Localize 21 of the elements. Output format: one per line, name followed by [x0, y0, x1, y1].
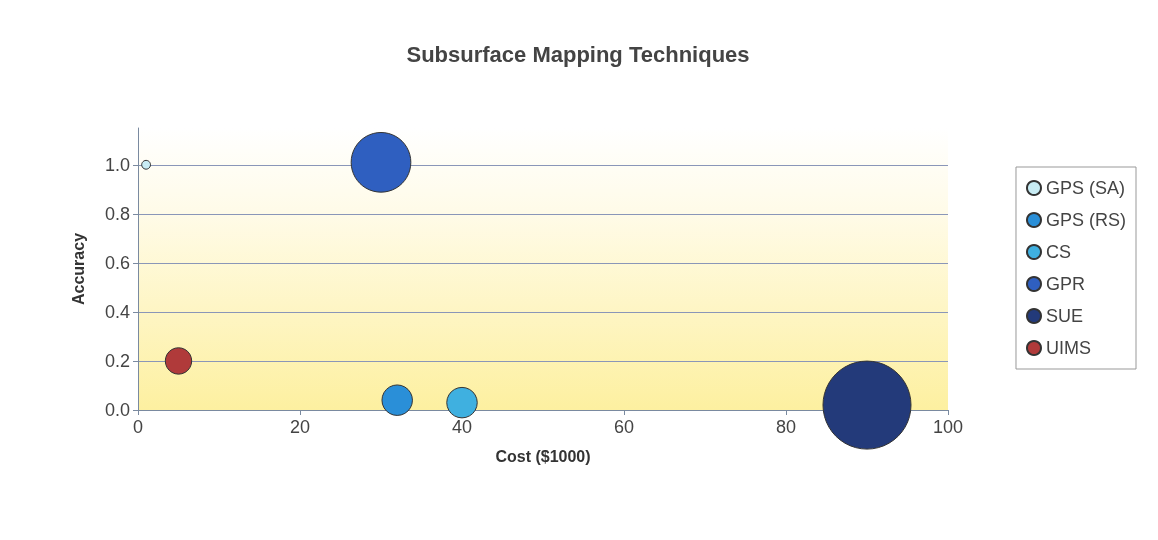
x-tick-label: 60	[613, 417, 635, 437]
x-tick-label: 20	[289, 417, 311, 437]
x-tick-label: 80	[775, 417, 797, 437]
y-axis-title: Accuracy	[69, 232, 87, 306]
legend-label: UIMS	[1045, 338, 1091, 358]
legend-label: GPS (SA)	[1045, 178, 1126, 198]
x-axis-title: Cost ($1000)	[495, 447, 591, 465]
x-tick-label: 0	[132, 417, 144, 437]
y-tick-label: 0.4	[104, 301, 130, 322]
y-tick-label: 0.6	[104, 252, 130, 273]
y-tick-label: 0.2	[104, 350, 130, 371]
chart-title: Subsurface Mapping Techniques	[406, 41, 750, 67]
y-tick-label: 0.8	[104, 203, 130, 224]
x-tick-label: 100	[932, 417, 964, 437]
legend-label: CS	[1045, 242, 1072, 262]
legend-label: GPR	[1045, 274, 1086, 294]
y-tick-label: 0.0	[104, 400, 130, 420]
x-tick-label: 40	[451, 417, 473, 437]
legend-label: SUE	[1045, 306, 1084, 326]
legend-label: GPS (RS)	[1045, 210, 1127, 230]
y-tick-label: 1.0	[104, 154, 130, 175]
